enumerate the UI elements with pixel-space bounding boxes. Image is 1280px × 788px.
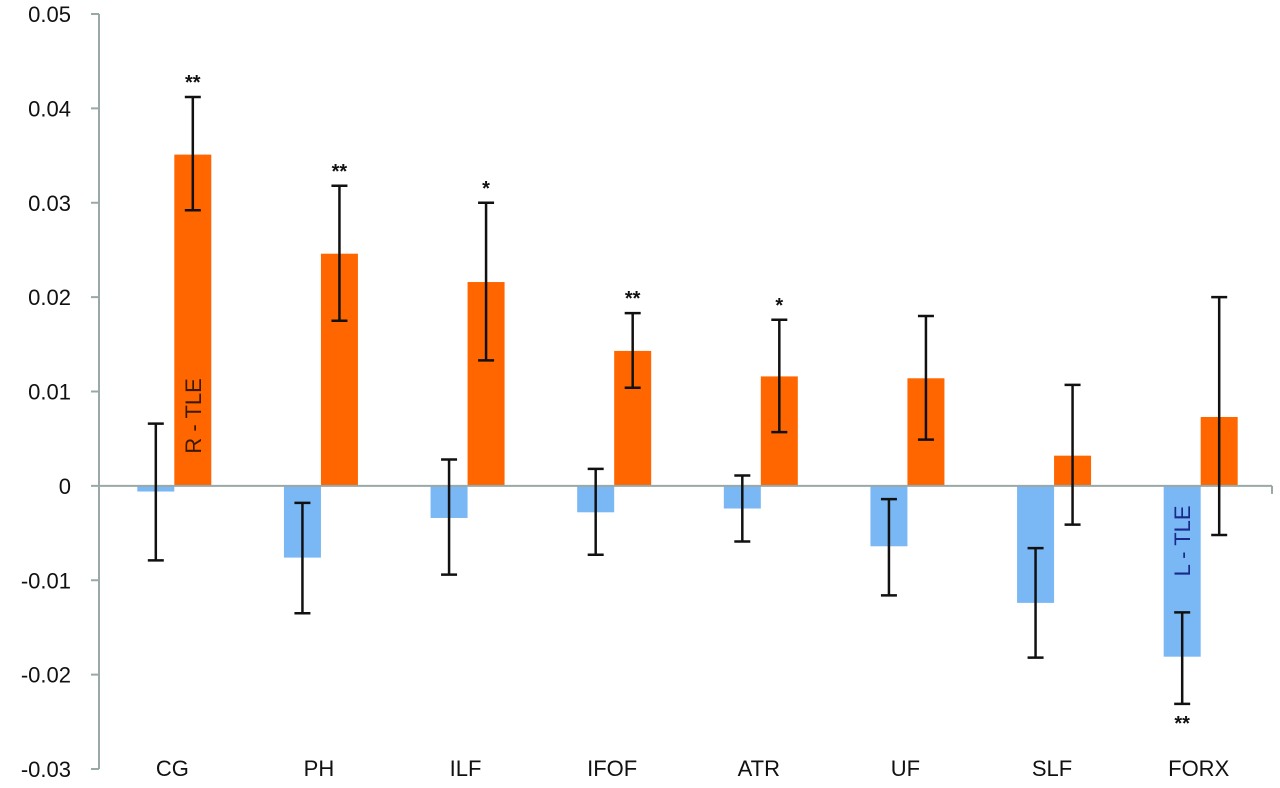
category-label-forx: FORX bbox=[1168, 756, 1229, 781]
significance-marker: ** bbox=[185, 72, 201, 94]
category-labels: CG PH ILF IFOF ATR UF SLF FORX bbox=[156, 756, 1230, 781]
y-tick-label: 0.01 bbox=[28, 380, 71, 405]
series-label-r-tle: R - TLE bbox=[181, 378, 206, 453]
category-label-cg: CG bbox=[156, 756, 189, 781]
y-tick-label: 0.05 bbox=[28, 2, 71, 27]
y-tick-label: 0.03 bbox=[28, 191, 71, 216]
category-label-uf: UF bbox=[891, 756, 920, 781]
category-label-atr: ATR bbox=[738, 756, 780, 781]
y-tick-label: -0.02 bbox=[21, 663, 71, 688]
y-tick-label: 0.02 bbox=[28, 285, 71, 310]
y-tick-label: -0.01 bbox=[21, 568, 71, 593]
error-bars bbox=[147, 95, 1228, 706]
significance-marker: * bbox=[775, 295, 783, 317]
category-label-ph: PH bbox=[304, 756, 335, 781]
significance-marker: * bbox=[482, 178, 490, 200]
significance-marker: ** bbox=[625, 288, 641, 310]
x-axis bbox=[99, 484, 1273, 494]
series-label-l-tle: L - TLE bbox=[1170, 505, 1195, 576]
y-tick-label: 0.04 bbox=[28, 96, 71, 121]
significance-marker: ** bbox=[1174, 713, 1190, 735]
category-label-slf: SLF bbox=[1032, 756, 1072, 781]
y-tick-label: -0.03 bbox=[21, 757, 71, 782]
significance-marker: ** bbox=[332, 161, 348, 183]
annotations: **R - TLE***** ***L - TLE bbox=[181, 72, 1195, 735]
y-axis: 0.05 0.04 0.03 0.02 0.01 0 -0.01 -0.02 -0.03 bbox=[21, 2, 100, 782]
category-label-ilf: ILF bbox=[450, 756, 482, 781]
category-label-ifof: IFOF bbox=[587, 756, 637, 781]
y-tick-label: 0 bbox=[59, 474, 71, 499]
